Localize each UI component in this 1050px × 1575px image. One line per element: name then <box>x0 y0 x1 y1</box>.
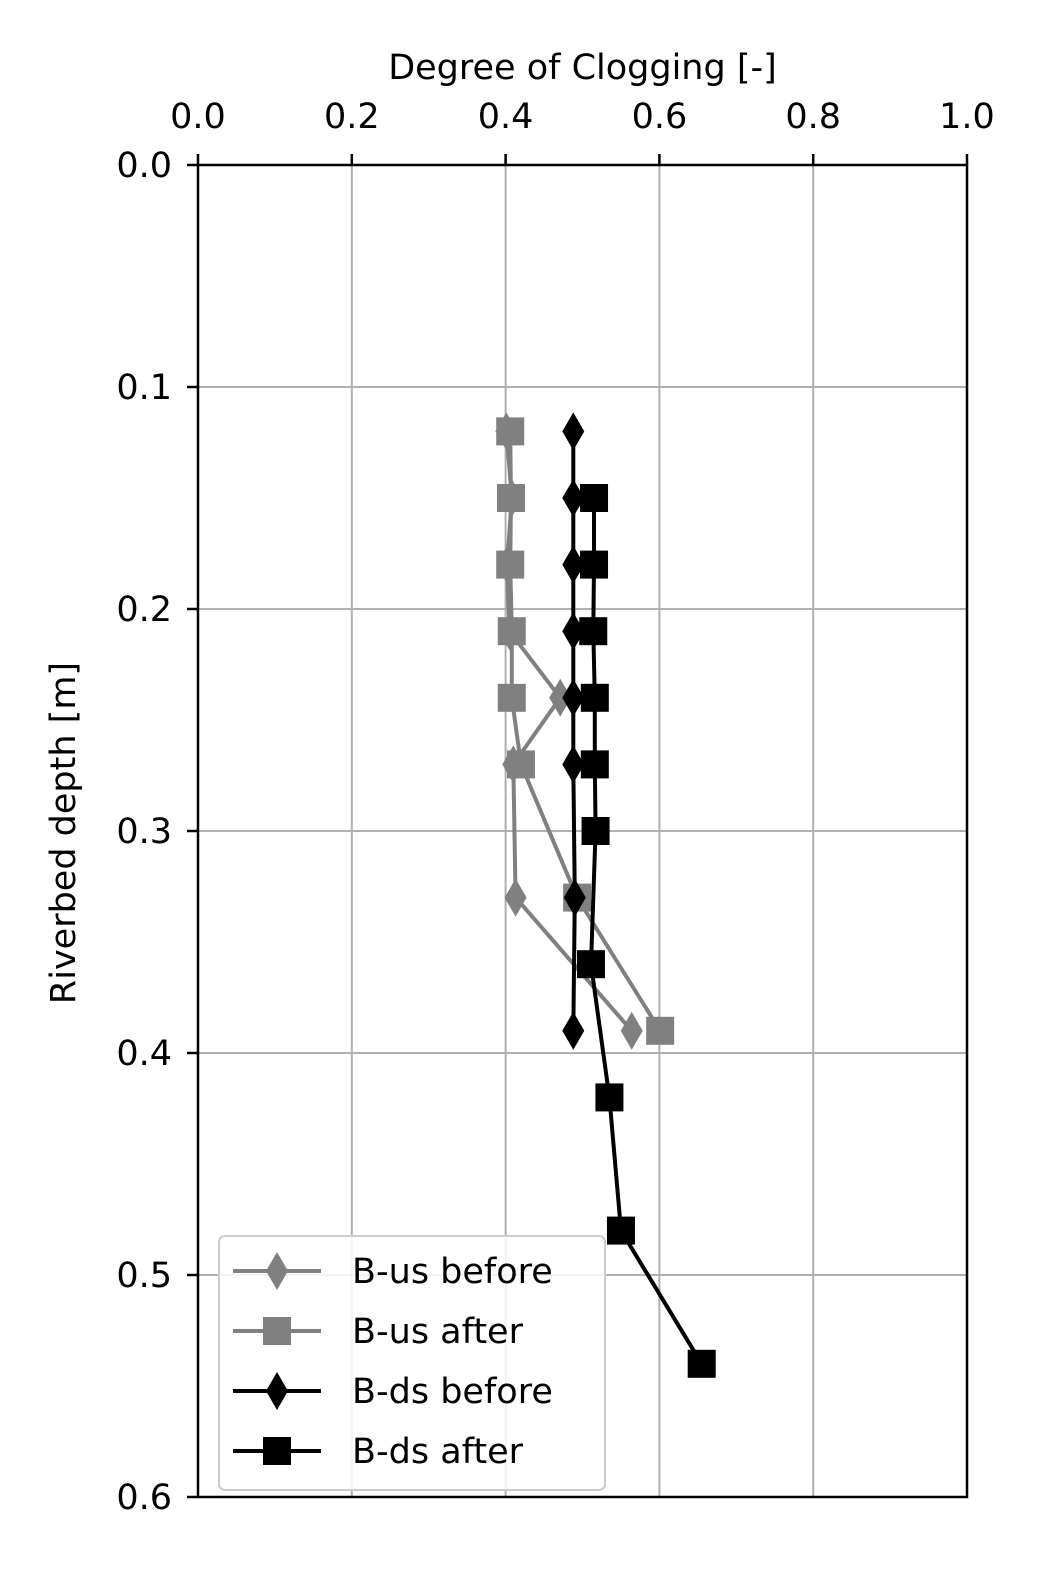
data-point <box>606 1216 635 1245</box>
data-point <box>562 479 585 517</box>
x-axis-title: Degree of Clogging [-] <box>388 48 777 88</box>
legend-item: B-ds after <box>233 1432 524 1472</box>
data-point <box>580 550 609 579</box>
legend-box <box>218 1235 606 1491</box>
data-point <box>562 412 585 451</box>
data-point <box>562 678 585 717</box>
data-point <box>580 683 609 712</box>
legend: B-us before B-us after B-ds before B-ds aft… <box>218 1235 606 1491</box>
data-point <box>497 683 526 712</box>
data-point <box>579 617 608 646</box>
series-4 <box>576 484 716 1378</box>
data-point <box>580 750 609 779</box>
data-point <box>646 1016 675 1045</box>
x-tick-label: 0.8 <box>785 97 841 137</box>
tick-marks: 0.0 0.2 0.4 0.6 0.8 1.0 0.0 0.1 0.2 0.3 0.4 0.5 0.6 <box>116 97 995 1518</box>
series-3 <box>562 412 586 1050</box>
data-point <box>562 545 585 584</box>
data-point <box>620 1011 643 1050</box>
data-point <box>504 878 527 917</box>
data-point <box>496 550 525 579</box>
data-point <box>562 612 585 651</box>
data-point <box>576 950 605 979</box>
series-line <box>508 431 662 1032</box>
data-point <box>496 484 525 512</box>
series-line <box>504 431 634 1033</box>
data-point <box>549 678 572 717</box>
x-tick-label: 1.0 <box>939 97 995 137</box>
data-point <box>595 1083 624 1112</box>
y-tick-label: 0.4 <box>116 1034 172 1074</box>
legend-marker <box>266 1372 288 1410</box>
x-tick-label: 0.2 <box>324 97 380 137</box>
data-point <box>562 1011 585 1050</box>
legend-item: B-us after <box>233 1312 524 1352</box>
legend-label: B-ds after <box>352 1432 524 1472</box>
data-point <box>563 878 586 917</box>
legend-label: B-us after <box>352 1312 524 1352</box>
x-tick-label: 0.4 <box>478 97 534 137</box>
legend-label: B-ds before <box>352 1372 553 1412</box>
legend-marker <box>266 1252 288 1290</box>
y-tick-label: 0.2 <box>116 590 172 630</box>
data-point <box>687 1349 716 1378</box>
series-line <box>571 431 577 1031</box>
legend-label: B-us before <box>352 1252 553 1292</box>
legend-marker <box>263 1437 291 1465</box>
legend-marker <box>263 1317 291 1345</box>
legend-item: B-ds before <box>233 1372 553 1412</box>
series-layer <box>495 412 716 1378</box>
y-tick-label: 0.0 <box>116 146 172 186</box>
y-tick-label: 0.3 <box>116 812 172 852</box>
data-point <box>580 484 609 512</box>
y-tick-label: 0.5 <box>116 1256 172 1296</box>
data-point <box>562 745 585 784</box>
x-tick-label: 0.6 <box>632 97 688 137</box>
y-axis-title: Riverbed depth [m] <box>44 662 84 1004</box>
data-point <box>506 750 535 779</box>
y-tick-label: 0.6 <box>116 1478 172 1518</box>
legend-item: B-us before <box>233 1252 553 1292</box>
x-tick-label: 0.0 <box>170 97 226 137</box>
data-point <box>497 617 526 646</box>
data-point <box>581 817 610 845</box>
data-point <box>496 417 525 446</box>
series-line <box>589 498 704 1365</box>
y-tick-label: 0.1 <box>116 368 172 408</box>
